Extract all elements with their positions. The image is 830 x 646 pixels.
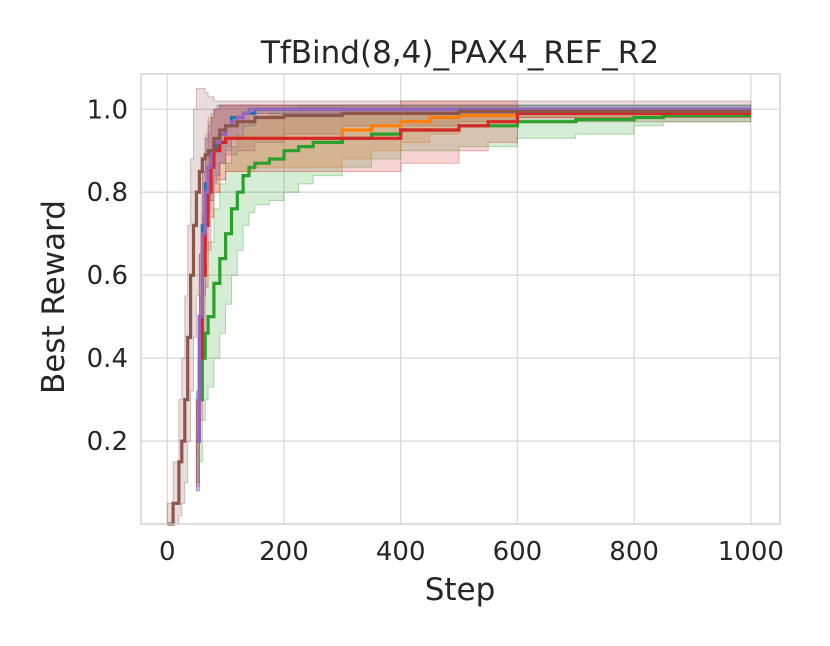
y-tick-label: 0.4 [87, 344, 128, 374]
series-2-line [196, 113, 751, 443]
y-axis-title: Best Reward [36, 200, 72, 394]
x-tick-label: 0 [159, 537, 176, 567]
series-4-band [195, 104, 752, 492]
x-tick-label: 600 [493, 537, 543, 567]
x-tick-label: 1000 [718, 537, 784, 567]
y-tick-label: 0.2 [87, 427, 128, 457]
x-tick-label: 800 [609, 537, 659, 567]
series-3-line [196, 111, 751, 443]
y-tick-label: 0.6 [87, 261, 128, 291]
x-tick-label: 400 [376, 537, 426, 567]
chart-title: TfBind(8,4)_PAX4_REF_R2 [260, 35, 659, 71]
y-tick-labels: 0.2 0.4 0.6 0.8 1.0 [87, 95, 128, 457]
x-axis-title: Step [425, 572, 496, 608]
confidence-bands [166, 88, 752, 525]
plot-frame [140, 73, 781, 525]
y-tick-label: 0.8 [87, 178, 128, 208]
series-5-line [167, 109, 751, 526]
series-lines [167, 107, 751, 526]
x-tick-label: 200 [259, 537, 309, 567]
x-tick-labels: 0 200 400 600 800 1000 [159, 537, 784, 567]
series-2-band [195, 104, 752, 483]
y-tick-label: 1.0 [87, 95, 128, 125]
